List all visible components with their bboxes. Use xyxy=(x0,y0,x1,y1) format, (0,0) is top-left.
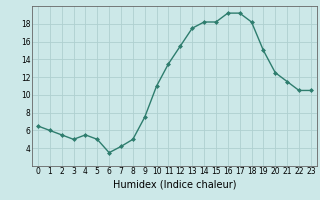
X-axis label: Humidex (Indice chaleur): Humidex (Indice chaleur) xyxy=(113,179,236,189)
